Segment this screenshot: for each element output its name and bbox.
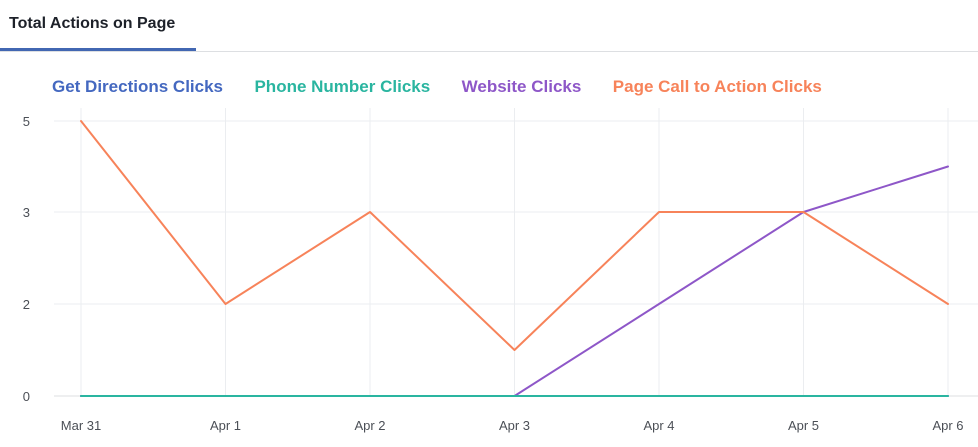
tab-total-actions[interactable]: Total Actions on Page bbox=[0, 0, 196, 51]
y-tick-label: 5 bbox=[23, 114, 30, 129]
legend-item-website[interactable]: Website Clicks bbox=[461, 77, 582, 96]
legend-item-phone-number[interactable]: Phone Number Clicks bbox=[254, 77, 431, 96]
legend-item-call-to-action[interactable]: Page Call to Action Clicks bbox=[612, 77, 822, 96]
x-tick-label: Apr 5 bbox=[788, 418, 819, 433]
y-tick-label: 2 bbox=[23, 297, 30, 312]
chart-legend: Get Directions Clicks Phone Number Click… bbox=[52, 77, 849, 99]
x-tick-label: Apr 1 bbox=[210, 418, 241, 433]
y-tick-label: 0 bbox=[23, 389, 30, 404]
x-tick-label: Apr 2 bbox=[354, 418, 385, 433]
x-tick-label: Apr 3 bbox=[499, 418, 530, 433]
tab-bar: Total Actions on Page bbox=[0, 0, 978, 52]
x-tick-label: Apr 4 bbox=[643, 418, 674, 433]
x-tick-label: Mar 31 bbox=[61, 418, 101, 433]
x-tick-label: Apr 6 bbox=[932, 418, 963, 433]
legend-item-get-directions[interactable]: Get Directions Clicks bbox=[52, 77, 224, 96]
tab-label: Total Actions on Page bbox=[9, 15, 176, 32]
y-tick-label: 3 bbox=[23, 205, 30, 220]
series-line-page-call-to-action-clicks bbox=[80, 120, 949, 351]
